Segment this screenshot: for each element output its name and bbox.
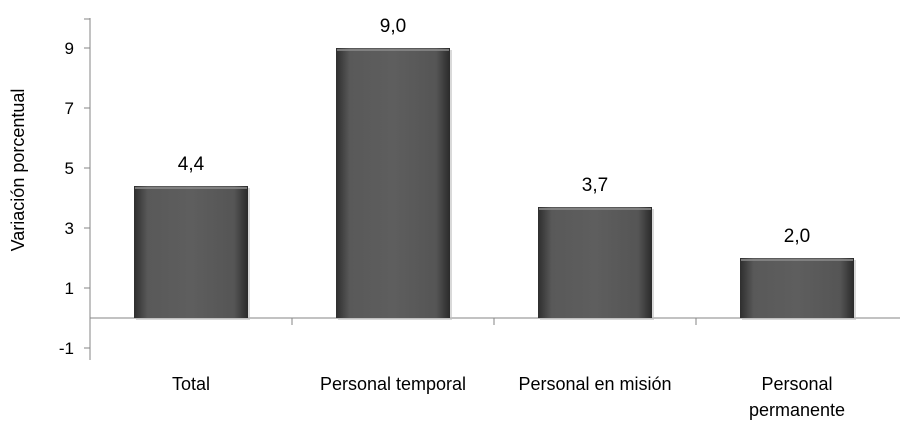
- category-label: Personal en misión: [518, 374, 671, 394]
- bar-3: [740, 258, 854, 318]
- bar-bevel: [741, 259, 853, 261]
- y-tick-label: 3: [65, 219, 74, 238]
- bar-bevel: [135, 187, 247, 189]
- y-tick-label: -1: [59, 339, 74, 358]
- labels: 4,4 Total 9,0 Personal temporal 3,7 Personal …: [172, 16, 845, 420]
- bar-2: [538, 207, 652, 318]
- category-label: Personal temporal: [320, 374, 466, 394]
- y-axis-title: Variación porcentual: [8, 89, 28, 252]
- category-label: Total: [172, 374, 210, 394]
- y-tick-label: 5: [65, 159, 74, 178]
- bar-0: [134, 186, 248, 318]
- data-label: 4,4: [178, 154, 205, 175]
- data-label: 9,0: [380, 16, 406, 37]
- bar-bevel: [539, 208, 651, 210]
- bar-1: [336, 48, 450, 318]
- bar-bevel: [337, 49, 449, 51]
- y-tick-label: 7: [65, 99, 74, 118]
- category-label: Personal: [761, 374, 832, 394]
- y-tick-label: 1: [65, 279, 74, 298]
- y-tick-label: 9: [65, 39, 74, 58]
- category-label: permanente: [749, 400, 845, 420]
- data-label: 3,7: [582, 175, 608, 196]
- data-label: 2,0: [784, 226, 810, 247]
- bars: [134, 48, 856, 320]
